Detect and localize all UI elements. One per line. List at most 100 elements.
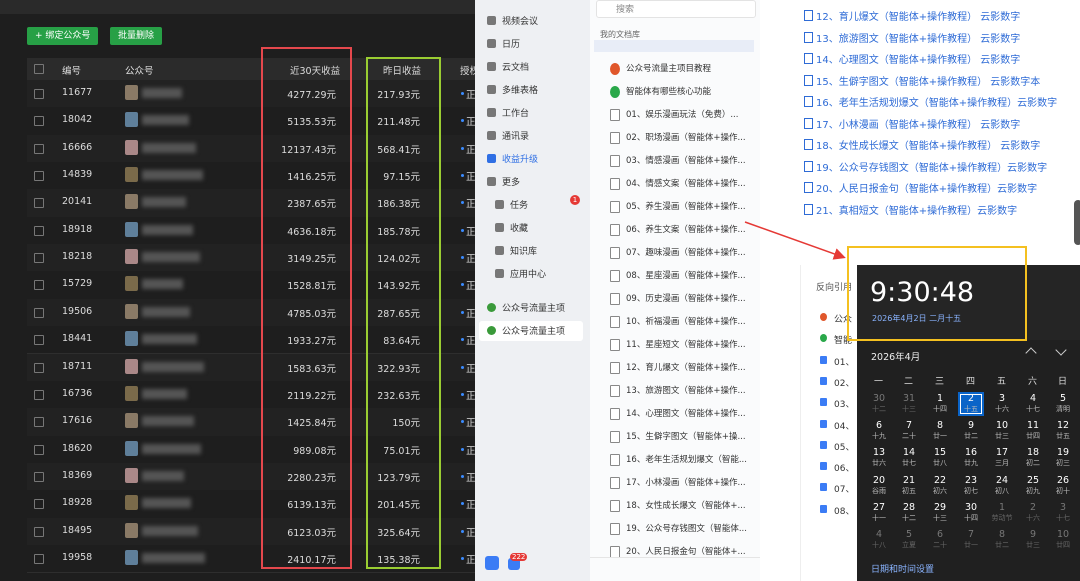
day-number[interactable]: 31 (902, 393, 916, 404)
day-number[interactable]: 3 (1059, 501, 1067, 513)
sidebar-item[interactable]: 应用中心 (510, 270, 547, 280)
doc-item[interactable]: 12、育儿爆文（智能体+操作... (626, 363, 746, 373)
doc-item[interactable]: 05、养生漫画（智能体+操作... (626, 202, 746, 212)
row-checkbox[interactable] (34, 444, 44, 455)
day-number[interactable]: 10 (995, 420, 1009, 432)
day-number[interactable]: 11 (1026, 420, 1040, 432)
sidebar-item[interactable]: 日历 (502, 40, 521, 50)
day-number[interactable]: 22 (933, 474, 947, 486)
doc-item[interactable]: 公众号流量主项目教程 (626, 64, 712, 74)
day-number[interactable]: 1 (998, 501, 1006, 513)
sidebar-item[interactable]: 多维表格 (502, 86, 539, 96)
day-number[interactable]: 2 (967, 393, 975, 404)
sidebar-item[interactable]: 任务 (510, 201, 529, 211)
row-checkbox[interactable] (34, 280, 44, 291)
delete-button[interactable]: 批量删除 (110, 27, 163, 45)
day-number[interactable]: 1 (936, 393, 944, 404)
doc-link[interactable]: 12、育儿爆文（智能体+操作教程） 云影数字 (816, 12, 1021, 23)
day-number[interactable]: 14 (902, 447, 916, 459)
day-number[interactable]: 12 (1056, 420, 1070, 432)
doc-item[interactable]: 19、公众号存钱图文（智能体... (626, 524, 747, 534)
row-checkbox[interactable] (34, 389, 44, 400)
row-checkbox[interactable] (34, 225, 44, 236)
row-checkbox[interactable] (34, 143, 44, 154)
day-number[interactable]: 23 (964, 474, 978, 486)
doc-item[interactable]: 04、情感文案（智能体+操作... (626, 179, 746, 189)
row-checkbox[interactable] (34, 335, 44, 346)
day-number[interactable]: 4 (1029, 393, 1037, 404)
doc-item[interactable]: 03、情感漫画（智能体+操作... (626, 156, 746, 166)
day-number[interactable]: 30 (964, 501, 978, 513)
row-checkbox[interactable] (34, 171, 44, 182)
day-number[interactable]: 9 (1029, 529, 1037, 540)
day-number[interactable]: 7 (967, 529, 975, 540)
doc-item[interactable]: 13、旅游图文（智能体+操作... (626, 386, 746, 396)
row-checkbox[interactable] (34, 116, 44, 127)
day-number[interactable]: 8 (998, 529, 1006, 540)
row-checkbox[interactable] (34, 253, 44, 264)
day-number[interactable]: 3 (998, 393, 1006, 404)
day-number[interactable]: 6 (936, 529, 944, 540)
date-time-settings[interactable]: 日期和时间设置 (871, 565, 935, 575)
day-number[interactable]: 28 (902, 501, 916, 513)
day-number[interactable]: 8 (936, 420, 944, 432)
sidebar-item[interactable]: 通讯录 (502, 132, 530, 142)
day-number[interactable]: 15 (933, 447, 947, 459)
doc-link[interactable]: 20、人民日报金句（智能体+操作教程）云影数字 (816, 184, 1038, 195)
doc-link[interactable]: 14、心理图文（智能体+操作教程） 云影数字 (816, 55, 1021, 66)
doc-item[interactable]: 08、星座漫画（智能体+操作... (626, 271, 746, 281)
day-number[interactable]: 5 (905, 529, 913, 540)
doc-item[interactable]: 06、养生文案（智能体+操作... (626, 225, 746, 235)
day-number[interactable]: 19 (1056, 447, 1070, 459)
row-checkbox[interactable] (34, 417, 44, 428)
doc-item[interactable]: 17、小林漫画（智能体+操作... (626, 478, 746, 488)
bind-button[interactable]: + 绑定公众号 (27, 27, 99, 45)
day-number[interactable]: 18 (1026, 447, 1040, 459)
doc-item[interactable]: 01、娱乐漫画玩法（免费）... (626, 110, 739, 120)
sidebar-item[interactable]: 公众号流量主项 (502, 327, 566, 337)
doc-item[interactable]: 09、历史漫画（智能体+操作... (626, 294, 746, 304)
day-number[interactable]: 27 (872, 501, 886, 513)
doc-link[interactable]: 13、旅游图文（智能体+操作教程） 云影数字 (816, 33, 1021, 45)
doc-item[interactable]: 14、心理图文（智能体+操作... (626, 409, 746, 419)
day-number[interactable]: 13 (872, 447, 886, 459)
sidebar-item[interactable]: 视频会议 (502, 17, 539, 27)
doc-item[interactable]: 02、职场漫画（智能体+操作... (626, 133, 746, 143)
row-checkbox[interactable] (34, 362, 44, 373)
day-number[interactable]: 10 (1056, 529, 1070, 540)
next-month[interactable] (1055, 344, 1067, 356)
day-number[interactable]: 16 (964, 447, 978, 459)
doc-item[interactable]: 10、祈福漫画（智能体+操作... (626, 317, 746, 327)
day-number[interactable]: 2 (1029, 501, 1037, 513)
prev-month[interactable] (1025, 347, 1037, 359)
doc-link[interactable]: 16、老年生活规划爆文（智能体+操作教程）云影数字 (816, 98, 1058, 109)
day-number[interactable]: 26 (1056, 474, 1070, 486)
day-number[interactable]: 17 (995, 447, 1009, 459)
row-checkbox[interactable] (34, 499, 44, 510)
sidebar-item[interactable]: 知识库 (510, 247, 538, 257)
doc-link[interactable]: 21、真相短文（智能体+操作教程）云影数字 (816, 205, 1018, 217)
sidebar-item[interactable]: 收益升级 (502, 155, 539, 165)
sidebar-item[interactable]: 收藏 (510, 224, 529, 234)
sidebar-item[interactable]: 公众号流量主项 (502, 304, 566, 314)
day-number[interactable]: 4 (875, 529, 883, 540)
doc-item[interactable]: 15、生僻字图文（智能体+操... (626, 432, 746, 442)
sidebar-item[interactable]: 云文档 (502, 63, 530, 73)
doc-link[interactable]: 17、小林漫画（智能体+操作教程） 云影数字 (816, 119, 1021, 131)
day-number[interactable]: 20 (872, 474, 886, 486)
sidebar-item[interactable]: 工作台 (502, 109, 530, 119)
doc-item[interactable]: 07、趣味漫画（智能体+操作... (626, 248, 746, 258)
day-number[interactable]: 7 (905, 420, 913, 432)
doc-item[interactable]: 11、星座短文（智能体+操作... (626, 340, 746, 350)
day-number[interactable]: 5 (1059, 393, 1067, 404)
row-checkbox[interactable] (34, 198, 44, 209)
day-number[interactable]: 25 (1026, 474, 1040, 486)
doc-link[interactable]: 18、女性成长爆文（智能体+操作教程） 云影数字 (816, 141, 1041, 152)
row-checkbox[interactable] (34, 526, 44, 537)
doc-item[interactable]: 智能体有哪些核心功能 (626, 87, 712, 97)
row-checkbox[interactable] (34, 307, 44, 318)
day-number[interactable]: 6 (875, 420, 883, 432)
sidebar-item[interactable]: 更多 (502, 178, 521, 188)
doc-item[interactable]: 20、人民日报金句（智能体+... (626, 547, 746, 557)
doc-item[interactable]: 16、老年生活规划爆文（智能... (626, 455, 747, 465)
